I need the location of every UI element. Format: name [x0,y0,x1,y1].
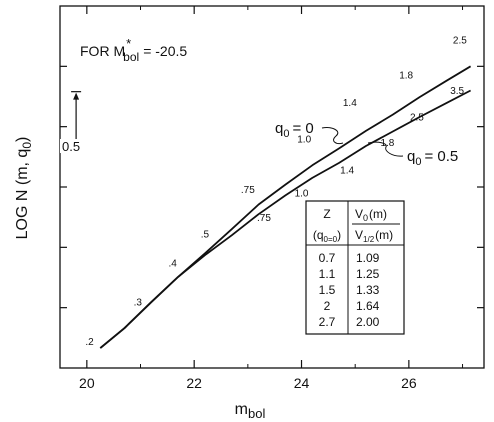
table-z-value-1: 1.1 [319,267,336,281]
table-ratio-value-1: 1.25 [356,267,380,281]
x-tick-label-0: 20 [79,375,95,391]
tick-labels: 20 22 24 26 [79,375,417,391]
x-tick-label-2: 24 [294,375,310,391]
x-axis-label: mbol [235,401,266,421]
z-label-q0-05-3: 1.8 [380,138,394,149]
series-layer [99,65,472,349]
z-label-q0-05-2: 1.4 [340,166,354,177]
table-col1-subheader: (q0=0) [313,228,341,244]
absolute-magnitude-note: FOR M* bol = -20.5 [80,36,187,64]
z-label-q0-0-6: 1.4 [343,98,357,109]
table-ratio-value-2: 1.33 [356,283,380,297]
z-label-q0-0-3: .5 [201,230,210,241]
scale-bar: 0.5 [60,91,88,154]
x-tick-label-3: 26 [401,375,417,391]
z-label-q0-05-5: 3.5 [450,86,464,97]
z-label-q0-05-0: .75 [257,213,271,224]
series-label-q0-05: q0 = 0.5 [407,148,458,168]
x-tick-label-1: 22 [186,375,202,391]
table-frame [305,200,405,335]
z-label-q0-05-4: 2.5 [410,113,424,124]
series-line-0 [99,65,472,349]
z-label-q0-0-7: 1.8 [399,70,413,81]
z-label-q0-0-1: .3 [134,297,143,308]
table-z-value-2: 1.5 [319,283,336,297]
redshift-labels: .2 .3 .4 .5 .75 1.0 1.4 1.8 2.5 .75 1.0 1.4 1.8 2.5 3.… [85,35,467,348]
table-rows: 0.7 1.09 1.1 1.25 1.5 1.33 2 1.64 2.7 2.00 [319,251,380,329]
scale-bar-label-bg [60,139,88,153]
z-label-q0-05-1: 1.0 [295,189,309,200]
z-label-q0-0-4: .75 [241,185,255,196]
series-leader-q0-05 [367,141,404,157]
scale-bar-arrow-up [73,92,80,100]
z-label-q0-0-8: 2.5 [453,35,467,46]
series-leader-q0-0 [321,127,344,144]
series-label-q0-0: q0 = 0 [275,120,314,140]
table-ratio-value-0: 1.09 [356,251,380,265]
axis-ticks [60,6,484,368]
table-ratio-value-4: 2.00 [356,315,380,329]
series-line-1 [99,89,472,349]
table-col1-header: Z [323,207,330,221]
table-z-value-4: 2.7 [319,315,336,329]
z-label-q0-0-2: .4 [169,259,178,270]
table-col2-header: V0(m) [355,207,387,223]
z-label-q0-0-5: 1.0 [297,134,311,145]
table-z-value-0: 0.7 [319,251,336,265]
table-ratio-value-3: 1.64 [356,299,380,313]
redshift-table: Z (q0=0) V0(m) V1/2(m) 0.7 1.09 1.1 1.25 1.5… [305,200,405,335]
y-axis-label: LOG N (m, q0) [14,137,34,240]
scale-bar-label: 0.5 [62,139,80,154]
table-z-value-3: 2 [324,299,331,313]
table-col2-subheader: V1/2(m) [355,228,393,244]
z-label-q0-0-0: .2 [85,337,94,348]
